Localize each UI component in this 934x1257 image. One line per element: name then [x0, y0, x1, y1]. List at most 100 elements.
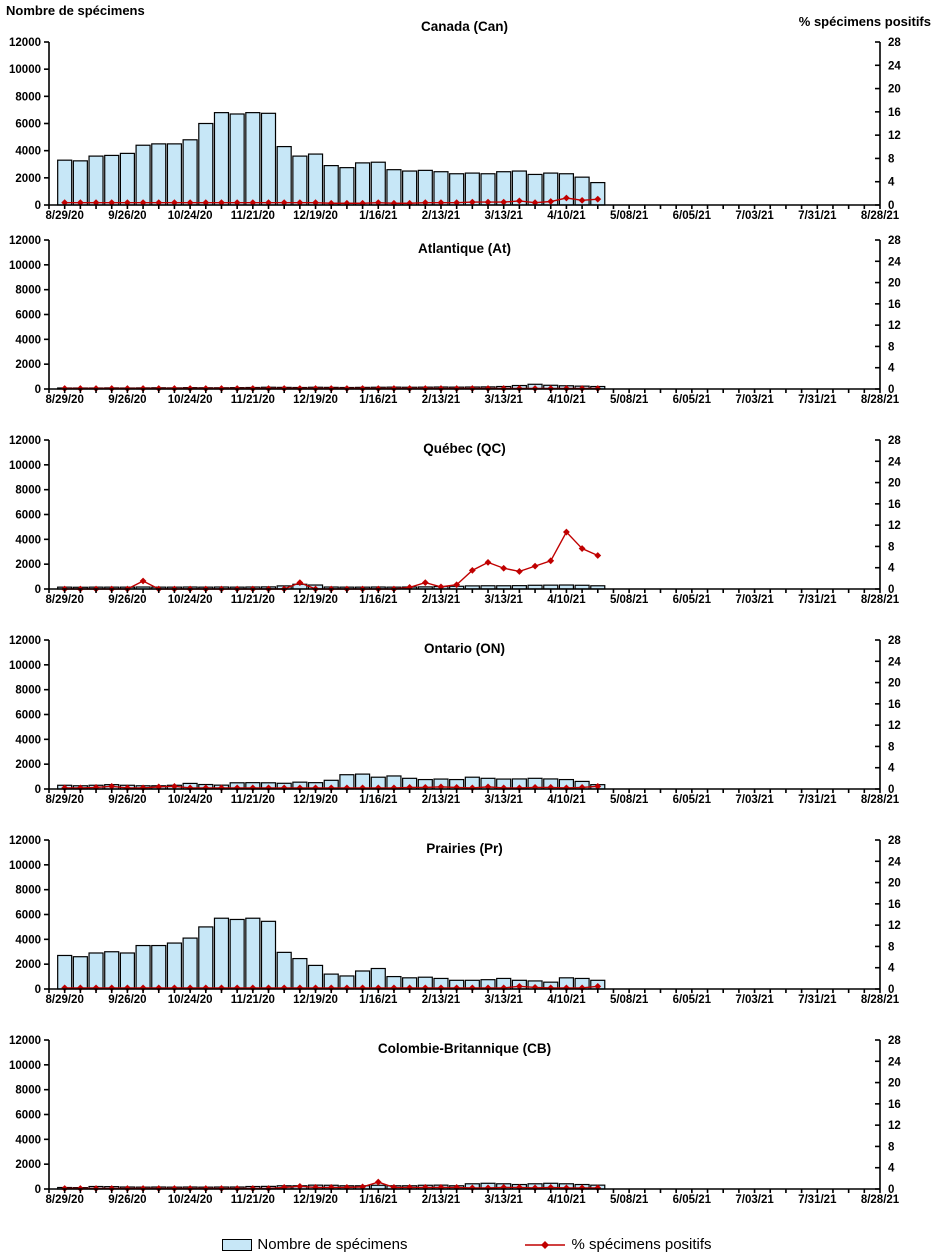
- x-tick-label: 3/13/21: [485, 994, 524, 1006]
- bar-specimens: [260, 112, 277, 206]
- x-tick-label: 12/19/20: [293, 394, 338, 406]
- x-tick-label: 7/31/21: [798, 1194, 837, 1206]
- diamond-marker-icon: [515, 197, 523, 205]
- x-tick-label: 5/08/21: [610, 794, 649, 806]
- x-tick-label: 8/29/20: [45, 210, 83, 222]
- y-tick-label-left: 4000: [15, 534, 41, 546]
- diamond-marker-icon: [594, 782, 602, 790]
- y-tick-label-left: 6000: [15, 710, 41, 722]
- y-tick-label-left: 12000: [9, 835, 41, 847]
- diamond-marker-icon: [421, 199, 429, 207]
- diamond-marker-icon: [108, 782, 116, 790]
- diamond-marker-icon: [547, 198, 555, 205]
- diamond-marker-icon: [578, 196, 586, 204]
- y-tick-label-left: 8000: [15, 885, 41, 897]
- bar-specimens: [57, 159, 73, 206]
- x-tick-label: 8/28/21: [861, 210, 900, 222]
- y-tick-label-left: 4000: [15, 146, 41, 158]
- x-tick-label: 4/10/21: [547, 394, 586, 406]
- y-tick-label-left: 2000: [15, 759, 41, 771]
- y-tick-label-left: 10000: [9, 1060, 41, 1072]
- diamond-marker-icon: [515, 982, 523, 990]
- y-tick-label-right: 8: [888, 941, 895, 953]
- x-tick-label: 7/03/21: [735, 394, 774, 406]
- y-tick-label-right: 20: [888, 478, 901, 490]
- x-tick-label: 11/21/20: [231, 794, 275, 806]
- x-tick-label: 5/08/21: [610, 594, 649, 606]
- x-tick-label: 7/31/21: [798, 394, 837, 406]
- bar-specimens: [276, 145, 292, 206]
- diamond-marker-icon: [437, 199, 445, 207]
- y-tick-label-right: 0: [888, 1184, 894, 1196]
- x-tick-label: 7/31/21: [798, 210, 837, 222]
- right-axis-title: % spécimens positifs: [798, 14, 931, 29]
- x-tick-label: 1/16/21: [359, 1194, 398, 1206]
- x-tick-label: 9/26/20: [108, 994, 146, 1006]
- x-tick-label: 8/29/20: [45, 594, 83, 606]
- y-tick-label-left: 6000: [15, 510, 41, 522]
- y-tick-label-right: 20: [888, 84, 901, 96]
- y-tick-label-right: 8: [888, 341, 895, 353]
- bar-specimens: [104, 951, 120, 990]
- y-tick-label-left: 6000: [15, 310, 41, 322]
- chart-atlantique: Atlantique (At)0200040006000800010000120…: [9, 235, 901, 406]
- y-tick-label-left: 0: [35, 984, 41, 996]
- x-tick-label: 7/03/21: [735, 994, 774, 1006]
- y-tick-label-right: 4: [888, 363, 895, 375]
- legend-bar-label: Nombre de spécimens: [257, 1236, 408, 1253]
- y-tick-label-right: 24: [888, 60, 901, 72]
- x-tick-label: 4/10/21: [547, 1194, 586, 1206]
- diamond-marker-icon: [296, 199, 304, 207]
- y-tick-label-left: 10000: [9, 260, 41, 272]
- y-tick-label-left: 8000: [15, 685, 41, 697]
- x-tick-label: 12/19/20: [293, 994, 338, 1006]
- x-tick-label: 6/05/21: [673, 1194, 712, 1206]
- x-tick-label: 3/13/21: [485, 594, 524, 606]
- x-tick-label: 4/10/21: [547, 994, 586, 1006]
- y-tick-label-right: 12: [888, 320, 901, 332]
- x-tick-label: 2/13/21: [422, 210, 461, 222]
- chart-quebec: Québec (QC) 0 2000 4000 6000 8000 10000 12000 0 4…: [9, 435, 901, 606]
- diamond-marker-icon: [578, 545, 586, 552]
- bar-specimens: [198, 122, 214, 206]
- y-tick-label-right: 28: [888, 635, 901, 647]
- y-tick-label-right: 28: [888, 835, 901, 847]
- panel-prairies: Prairies (Pr) 0 2000 4000 6000 8000 10000 12000…: [0, 832, 934, 1032]
- legend-diamond-icon: [540, 1240, 549, 1249]
- y-tick-label-right: 20: [888, 678, 901, 690]
- x-tick-label: 11/21/20: [231, 394, 275, 406]
- y-tick-label-right: 0: [888, 984, 894, 996]
- diamond-marker-icon: [421, 1184, 429, 1191]
- y-tick-label-right: 16: [888, 299, 901, 311]
- y-tick-label-right: 12: [888, 520, 901, 532]
- y-tick-label-left: 0: [35, 1184, 41, 1196]
- x-tick-label: 8/28/21: [861, 794, 900, 806]
- y-tick-label-right: 8: [888, 1141, 895, 1153]
- y-tick-label-right: 8: [888, 541, 895, 553]
- x-tick-label: 6/05/21: [673, 794, 712, 806]
- y-tick-label-left: 2000: [15, 359, 41, 371]
- diamond-marker-icon: [563, 528, 570, 536]
- y-tick-label-left: 8000: [15, 91, 41, 103]
- x-tick-label: 10/24/20: [168, 394, 213, 406]
- y-tick-label-right: 16: [888, 899, 901, 911]
- x-tick-label: 9/26/20: [108, 1194, 146, 1206]
- panel-title: Colombie-Britannique (CB): [378, 1041, 551, 1056]
- y-tick-label-left: 10000: [9, 860, 41, 872]
- chart-canada: Canada (Can) 0 2000 4000 6000 8000 10000 12000 0…: [9, 19, 901, 222]
- bar-specimens: [72, 956, 88, 990]
- y-tick-label-right: 8: [888, 153, 895, 165]
- diamond-marker-icon: [484, 558, 492, 566]
- bar-specimens: [135, 944, 151, 990]
- panel-atlantique: Atlantique (At) 0 2000 4000 6000 8000 10000 120…: [0, 232, 934, 432]
- bar-specimens: [245, 917, 261, 990]
- chart-colombie-britannique: Colombie-Britannique (CB)020004000600080…: [9, 1035, 901, 1206]
- legend-line-label: % spécimens positifs: [571, 1236, 712, 1253]
- y-tick-label-left: 2000: [15, 959, 41, 971]
- x-tick-label: 8/29/20: [45, 794, 83, 806]
- bar-specimens: [166, 143, 183, 206]
- x-tick-label: 10/24/20: [168, 594, 213, 606]
- bar-specimens: [386, 169, 402, 206]
- x-tick-label: 1/16/21: [359, 994, 398, 1006]
